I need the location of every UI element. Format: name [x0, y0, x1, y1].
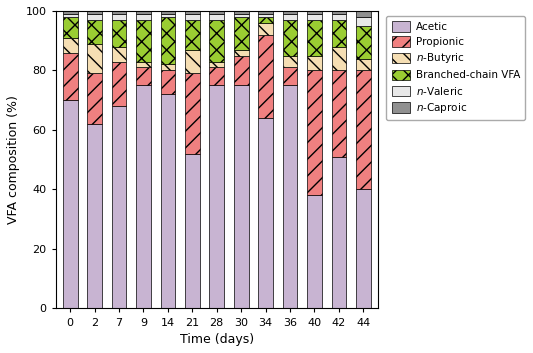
- Bar: [185, 14, 200, 20]
- Bar: [63, 11, 77, 14]
- Bar: [332, 71, 346, 157]
- Bar: [112, 20, 126, 47]
- Bar: [234, 85, 248, 309]
- Bar: [87, 73, 102, 124]
- Bar: [63, 14, 77, 17]
- Bar: [259, 14, 273, 17]
- Bar: [136, 11, 151, 14]
- Bar: [332, 11, 346, 14]
- Bar: [136, 67, 151, 85]
- Bar: [185, 73, 200, 154]
- Bar: [87, 14, 102, 20]
- Bar: [136, 20, 151, 61]
- Bar: [307, 196, 322, 309]
- Bar: [87, 20, 102, 44]
- Bar: [307, 55, 322, 71]
- Bar: [160, 14, 175, 17]
- Bar: [282, 11, 297, 14]
- Bar: [282, 55, 297, 67]
- Bar: [332, 14, 346, 20]
- Bar: [332, 47, 346, 71]
- Bar: [282, 14, 297, 20]
- Bar: [209, 14, 224, 20]
- Bar: [209, 11, 224, 14]
- Bar: [332, 157, 346, 309]
- Bar: [356, 190, 370, 309]
- Bar: [209, 85, 224, 309]
- Bar: [185, 11, 200, 14]
- Bar: [259, 118, 273, 309]
- Bar: [112, 47, 126, 61]
- Bar: [63, 100, 77, 309]
- Bar: [112, 61, 126, 106]
- Bar: [63, 38, 77, 53]
- Bar: [234, 50, 248, 55]
- Bar: [209, 67, 224, 85]
- Bar: [185, 154, 200, 309]
- Bar: [259, 11, 273, 14]
- Bar: [356, 11, 370, 17]
- Bar: [185, 20, 200, 50]
- Bar: [209, 61, 224, 67]
- Bar: [160, 71, 175, 94]
- Bar: [87, 124, 102, 309]
- Bar: [136, 85, 151, 309]
- Bar: [356, 17, 370, 26]
- Bar: [282, 85, 297, 309]
- Bar: [136, 61, 151, 67]
- Bar: [112, 106, 126, 309]
- Bar: [282, 20, 297, 55]
- Bar: [234, 11, 248, 14]
- Bar: [234, 55, 248, 85]
- Bar: [63, 17, 77, 38]
- Bar: [282, 67, 297, 85]
- X-axis label: Time (days): Time (days): [180, 333, 254, 346]
- Bar: [87, 44, 102, 73]
- Bar: [234, 14, 248, 17]
- Bar: [209, 20, 224, 61]
- Bar: [112, 14, 126, 20]
- Bar: [332, 20, 346, 47]
- Bar: [136, 14, 151, 20]
- Bar: [160, 17, 175, 65]
- Bar: [185, 50, 200, 73]
- Bar: [234, 17, 248, 50]
- Bar: [356, 71, 370, 190]
- Bar: [307, 11, 322, 14]
- Bar: [307, 71, 322, 196]
- Bar: [259, 35, 273, 118]
- Bar: [307, 14, 322, 20]
- Legend: Acetic, Propionic, $n$-Butyric, Branched-chain VFA, $n$-Valeric, $n$-Caproic: Acetic, Propionic, $n$-Butyric, Branched…: [386, 16, 525, 120]
- Bar: [87, 11, 102, 14]
- Bar: [307, 20, 322, 55]
- Bar: [356, 59, 370, 71]
- Bar: [160, 94, 175, 309]
- Bar: [160, 65, 175, 71]
- Bar: [160, 11, 175, 14]
- Bar: [259, 17, 273, 23]
- Bar: [63, 53, 77, 100]
- Y-axis label: VFA composition (%): VFA composition (%): [7, 95, 20, 224]
- Bar: [112, 11, 126, 14]
- Bar: [356, 26, 370, 59]
- Bar: [259, 23, 273, 35]
